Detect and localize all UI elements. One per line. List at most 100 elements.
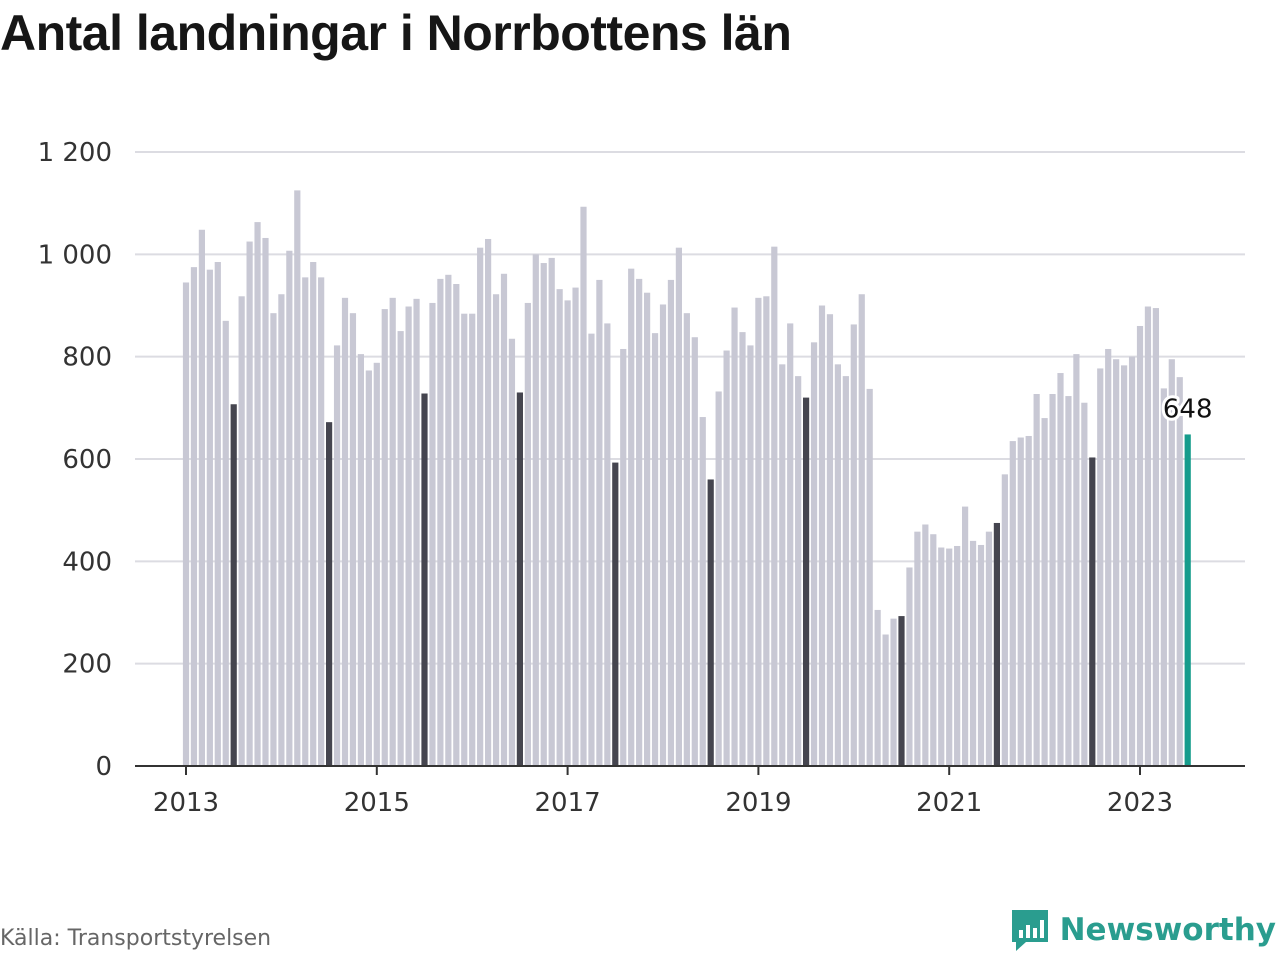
bar [644,292,651,766]
bar [405,306,412,766]
bar [564,300,571,766]
bar [230,404,237,766]
bar [1009,441,1016,766]
bar [1121,365,1128,766]
bar [302,277,309,766]
bar [222,320,229,766]
bar [278,294,285,766]
bar [508,338,516,766]
bar [795,376,802,766]
latest-value-annotation: 648 [1160,391,1216,427]
bar [1160,388,1167,766]
bar [485,238,492,767]
bar [723,350,730,766]
bar [548,257,555,766]
bar [866,388,873,766]
bar [834,364,841,766]
bar [1001,474,1008,766]
bar [882,634,889,766]
bar [445,274,452,766]
bar [540,263,547,766]
bar [930,534,937,766]
bar [1081,402,1088,766]
bar [365,370,372,766]
bar [938,547,945,766]
bar [1168,359,1175,766]
chart-title: Antal landningar i Norrbottens län [0,5,792,61]
bar [850,324,857,766]
bar [190,267,198,767]
y-tick-label: 600 [62,445,112,475]
bar [858,294,865,766]
bar [461,313,468,766]
bar [739,332,746,766]
bar [349,313,357,766]
bar [1089,457,1096,766]
bar [755,297,762,766]
bar [206,269,213,766]
bar [699,417,706,766]
bar [962,506,969,766]
bar [341,297,349,766]
bar [453,284,460,766]
bar [556,289,563,766]
bar [270,313,277,766]
bar [413,298,420,766]
bar [604,323,611,766]
bar [588,333,595,766]
bar [254,222,261,767]
bar [596,279,603,766]
bar [659,304,667,766]
y-tick-label: 400 [62,547,112,577]
bar [977,544,985,766]
bar [198,229,205,766]
bar [516,392,523,766]
bar [429,302,436,766]
bar [842,376,849,766]
bar [1152,308,1159,766]
bar [580,206,587,766]
bar [437,278,444,766]
latest-value-label: 648 [1163,394,1213,424]
bar [477,247,484,766]
bar [1136,325,1144,766]
bar [532,254,539,766]
source-note: Källa: Transportstyrelsen [0,926,272,951]
bar [651,333,659,766]
bar [779,364,786,766]
bar [620,348,627,766]
bar [1097,368,1104,766]
bar [238,296,245,766]
bar [691,337,698,766]
bar [715,391,722,766]
x-tick-label: 2023 [1107,788,1173,818]
bar [381,309,388,766]
bar [914,531,921,766]
bar-chart: 0 200 400 600 800 1 000 1 200 2013 2015 2017 2019… [38,138,1245,818]
x-tick-label: 2017 [535,788,601,818]
bar [500,273,508,766]
brand-name: Newsworthy [1059,912,1276,948]
bar [1041,418,1048,766]
bar [421,393,428,766]
bar [1176,377,1183,766]
bar [214,262,221,766]
bar [954,545,961,766]
bar [985,531,993,766]
bar [310,262,317,766]
bar [636,278,643,766]
bar [286,250,293,766]
bar [874,609,881,766]
x-tick-label: 2021 [916,788,982,818]
bar [683,313,690,766]
bar [1128,356,1136,766]
bar [747,345,754,766]
bar [628,268,635,766]
bar [771,246,778,766]
bar [373,362,380,766]
bar [612,462,619,766]
newsworthy-brand[interactable]: Newsworthy [1010,908,1276,952]
bar [1073,354,1080,766]
bar [898,616,905,766]
bar [1184,434,1191,766]
